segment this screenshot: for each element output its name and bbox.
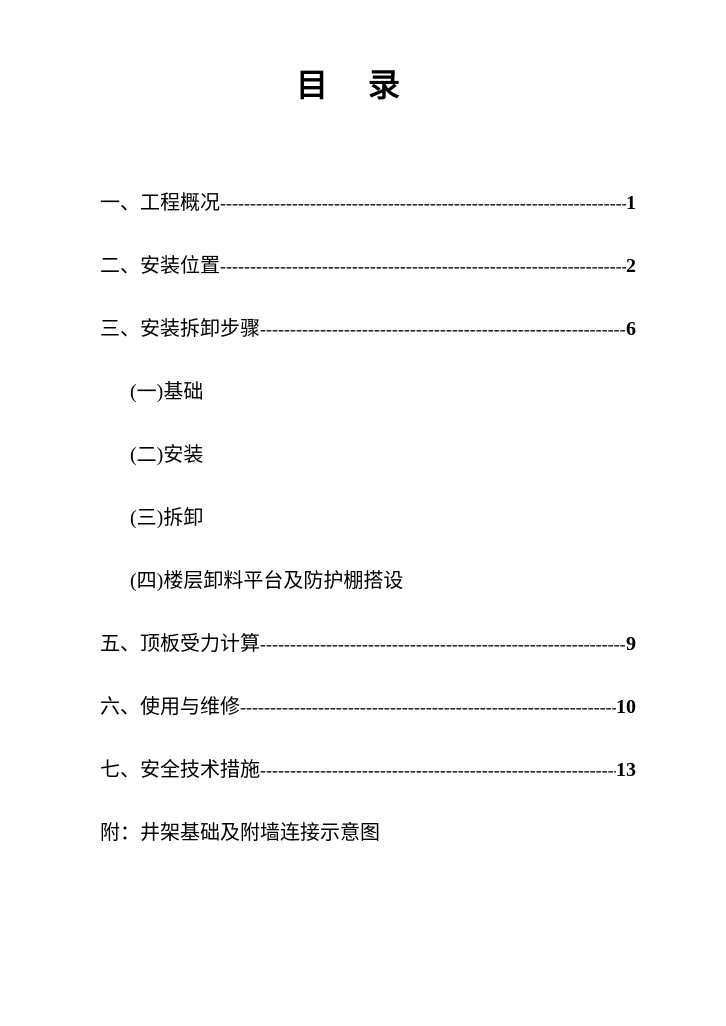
toc-entry: 三、安装拆卸步骤--------------------------------… [100, 312, 636, 341]
toc-leader: ----------------------------------------… [220, 193, 626, 214]
toc-entry-page: 6 [626, 318, 636, 341]
toc-sub-entry: (一)基础 [100, 375, 636, 404]
toc-sub-entry: (二)安装 [100, 438, 636, 467]
toc-leader: ----------------------------------------… [260, 760, 616, 781]
toc-entry: 一、工程概况----------------------------------… [100, 186, 636, 215]
toc-entry: 六、使用与维修---------------------------------… [100, 690, 636, 719]
toc-entry: 七、安全技术措施--------------------------------… [100, 753, 636, 782]
toc-leader: ----------------------------------------… [240, 697, 616, 718]
toc-entry-page: 13 [616, 759, 636, 782]
toc-entry-label: 二、安装位置 [100, 249, 220, 278]
toc-sub-entry: (三)拆卸 [100, 501, 636, 530]
toc-entry-label: 三、安装拆卸步骤 [100, 312, 260, 341]
toc-entry-label: 五、顶板受力计算 [100, 627, 260, 656]
toc-leader: ----------------------------------------… [260, 319, 626, 340]
toc-leader: ----------------------------------------… [220, 256, 626, 277]
toc-entry-label: 七、安全技术措施 [100, 753, 260, 782]
toc-leader: ----------------------------------------… [260, 634, 626, 655]
toc-entry: 五、顶板受力计算--------------------------------… [100, 627, 636, 656]
toc-container: 一、工程概况----------------------------------… [100, 186, 636, 845]
toc-entry-label: 一、工程概况 [100, 186, 220, 215]
toc-entry-page: 2 [626, 255, 636, 278]
page-title: 目录 [100, 60, 636, 106]
toc-entry-page: 10 [616, 696, 636, 719]
toc-appendix: 附：井架基础及附墙连接示意图 [100, 816, 636, 845]
toc-entry-page: 9 [626, 633, 636, 656]
toc-entry-page: 1 [626, 192, 636, 215]
toc-entry-label: 六、使用与维修 [100, 690, 240, 719]
toc-entry: 二、安装位置----------------------------------… [100, 249, 636, 278]
toc-sub-entry: (四)楼层卸料平台及防护棚搭设 [100, 564, 636, 593]
